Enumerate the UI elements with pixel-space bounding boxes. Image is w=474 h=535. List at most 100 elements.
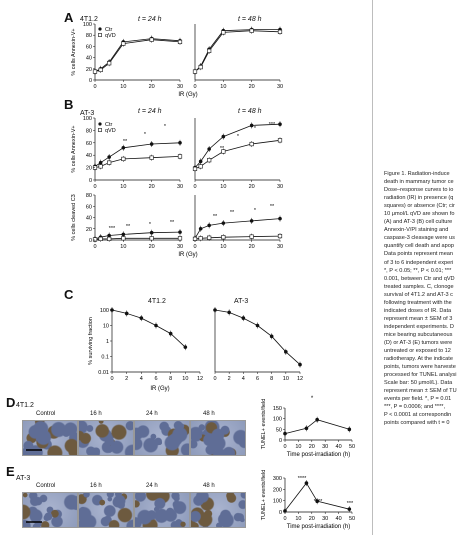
panel-c-4t1-xtick-label: 8 bbox=[169, 376, 172, 382]
panel-b-24h-xtick-label: 0 bbox=[93, 184, 96, 190]
significance-mark: ** bbox=[123, 139, 128, 145]
panel-b-c3-24h-ytick-label: 20 bbox=[86, 227, 92, 233]
panel-b-24h-xtick-label: 20 bbox=[149, 184, 155, 190]
panel-c-at3-xtick-label: 12 bbox=[297, 376, 303, 382]
caption-line: radiotherapy. At the indicate bbox=[384, 356, 453, 363]
panel-a-24h-xtick-label: 20 bbox=[149, 84, 155, 90]
significance-mark: *** bbox=[109, 226, 116, 232]
panel-letter-a: A bbox=[64, 10, 74, 25]
panel-c-at3-series-0-point bbox=[213, 308, 217, 312]
panel-b-24h-xtick-label: 10 bbox=[120, 184, 126, 190]
caption-line: mice bearing subcutaneous bbox=[384, 331, 453, 338]
panel-a-48h-xtick-label: 10 bbox=[220, 84, 226, 90]
panel-e-col-1: 16 h bbox=[90, 483, 102, 489]
significance-mark: ** bbox=[230, 210, 235, 216]
panel-a-24h-xtick-label: 10 bbox=[120, 84, 126, 90]
panel-b-48h-series-0-point bbox=[221, 134, 226, 139]
panel-a-24h-ylabel: % cells Annexin-V+ bbox=[71, 28, 77, 75]
panel-c-4t1-series-0-point bbox=[183, 345, 188, 349]
panel-e-chart-xlabel: Time post-irradiation (h) bbox=[287, 524, 350, 530]
panel-e-sig: **** bbox=[314, 499, 323, 505]
panel-e-chart-xtick-label: 40 bbox=[336, 516, 342, 522]
panel-b-c3-24h-ytick-label: 40 bbox=[86, 216, 92, 222]
panel-b-24h-series-1-point bbox=[98, 164, 103, 169]
panel-d-col-1: 16 h bbox=[90, 411, 102, 417]
panel-b-24h-series-0-point bbox=[178, 141, 182, 145]
panel-c-at3-series-0-point bbox=[269, 334, 274, 339]
panel-b-48h-series-1-point bbox=[198, 164, 203, 169]
panel-e-chart-xtick-label: 10 bbox=[295, 516, 301, 522]
panel-b-24h-ytick-label: 40 bbox=[86, 153, 92, 159]
panel-b-48h-xtick-label: 30 bbox=[277, 184, 283, 190]
significance-mark: ** bbox=[126, 224, 131, 230]
panel-a-48h-series-1-point bbox=[192, 69, 198, 74]
panel-e-chart-xtick-label: 30 bbox=[322, 516, 328, 522]
caption-line: P < 0.0001 at correspondin bbox=[384, 412, 452, 419]
panel-b-24h-ylabel: % cells Annexin-V+ bbox=[71, 125, 77, 172]
panel-b-c3-48h-series-1-point bbox=[198, 236, 203, 241]
significance-mark: * bbox=[237, 134, 240, 140]
caption-line: 0.001, between Ctr and qVD bbox=[384, 275, 455, 282]
panel-b-t48: t = 48 h bbox=[238, 108, 262, 115]
significance-mark: ** bbox=[270, 204, 275, 210]
panel-e-chart-ytick-label: 100 bbox=[273, 499, 282, 505]
panel-c-4t1-xtick-label: 6 bbox=[154, 376, 157, 382]
legend-b-qvd: qVD bbox=[105, 128, 116, 134]
panel-a-24h-ytick-label: 0 bbox=[89, 78, 92, 84]
legend-b-ctr-marker bbox=[98, 122, 102, 126]
caption-line: represent mean ± SEM of TU bbox=[384, 388, 457, 395]
panel-b-48h-series-0-point bbox=[198, 159, 203, 164]
caption-line: *, P < 0.05; **, P < 0.01; *** bbox=[384, 267, 452, 274]
panel-b-24h-series-1-point bbox=[121, 156, 126, 162]
panel-b-48h-series-1-line bbox=[194, 139, 281, 170]
panel-c-4t1-xtick-label: 0 bbox=[110, 376, 113, 382]
panel-a-48h-series-1-point bbox=[249, 28, 254, 33]
caption-line: 10 μmol/L qVD are shown fo bbox=[384, 211, 455, 218]
panel-a-24h-series-1-point bbox=[121, 41, 126, 46]
panel-e-col-0: Control bbox=[36, 483, 56, 489]
panel-b-c3-48h-xtick-label: 20 bbox=[249, 244, 255, 250]
panel-b-c3-24h-ylabel: % cells cleaved C3 bbox=[71, 194, 77, 240]
panel-b-24h-ytick-label: 0 bbox=[89, 178, 92, 184]
caption-line: independent experiments. D bbox=[384, 323, 454, 330]
panel-b-c3-48h-series-0-point bbox=[207, 223, 211, 228]
panel-b-c3-48h-series-0-line bbox=[194, 218, 281, 239]
panel-b-24h-xtick-label: 30 bbox=[177, 184, 183, 190]
panel-b-c3-24h-series-0-point bbox=[121, 232, 126, 237]
panel-letter-b: B bbox=[64, 97, 74, 112]
legend-b-ctr: Ctr bbox=[105, 122, 113, 128]
panel-c-4t1-ytick-label: 0.01 bbox=[98, 370, 109, 376]
panel-b-c3-24h-series-1-point bbox=[98, 236, 103, 241]
panel-a-cell: 4T1.2 bbox=[80, 16, 98, 23]
significance-mark: * bbox=[164, 124, 167, 130]
panel-d-col-3: 48 h bbox=[203, 411, 215, 417]
panel-c-4t1-series-0-point bbox=[154, 323, 158, 328]
caption-line: Dose–response curves to io bbox=[384, 187, 454, 194]
panel-d-chart-series-0-line bbox=[284, 419, 350, 434]
panel-b-48h-series-1-point bbox=[192, 166, 198, 171]
significance-mark: * bbox=[149, 222, 152, 228]
panel-d-chart-xtick-label: 10 bbox=[295, 444, 301, 450]
panel-b-c3-24h-xtick-label: 20 bbox=[149, 244, 155, 250]
caption-line: processed for TUNEL analysi bbox=[384, 372, 457, 379]
panel-c-4t1-ytick-label: 1 bbox=[106, 339, 109, 345]
micrograph-e-24h bbox=[134, 492, 190, 528]
micrograph-e-16h bbox=[78, 492, 134, 528]
micrograph-d-16h bbox=[78, 420, 134, 456]
caption-line: represent mean ± SEM of 3 bbox=[384, 315, 453, 322]
panel-b-c3-48h-series-0-point bbox=[278, 216, 282, 221]
panel-b-24h-series-1-point bbox=[149, 155, 154, 160]
panel-c-at3-xtick-label: 6 bbox=[256, 376, 259, 382]
caption-line: Scale bar: 50 μmol/L). Data bbox=[384, 380, 453, 387]
panel-b-c3-48h-xtick-label: 30 bbox=[277, 244, 283, 250]
panel-d-chart-series-0-point bbox=[315, 417, 319, 422]
caption-line: death in mammary tumor ce bbox=[384, 179, 454, 186]
panel-b-c3-24h-series-0-point bbox=[149, 230, 154, 235]
panel-b-24h-series-0-point bbox=[149, 142, 154, 146]
panel-b-24h-ytick-label: 20 bbox=[86, 166, 92, 172]
panel-a-48h-xtick-label: 0 bbox=[193, 84, 196, 90]
panel-b-24h-ytick-label: 80 bbox=[86, 128, 92, 134]
panel-c-at3-xtick-label: 2 bbox=[228, 376, 231, 382]
panel-b-c3-48h-series-1-point bbox=[249, 234, 254, 239]
